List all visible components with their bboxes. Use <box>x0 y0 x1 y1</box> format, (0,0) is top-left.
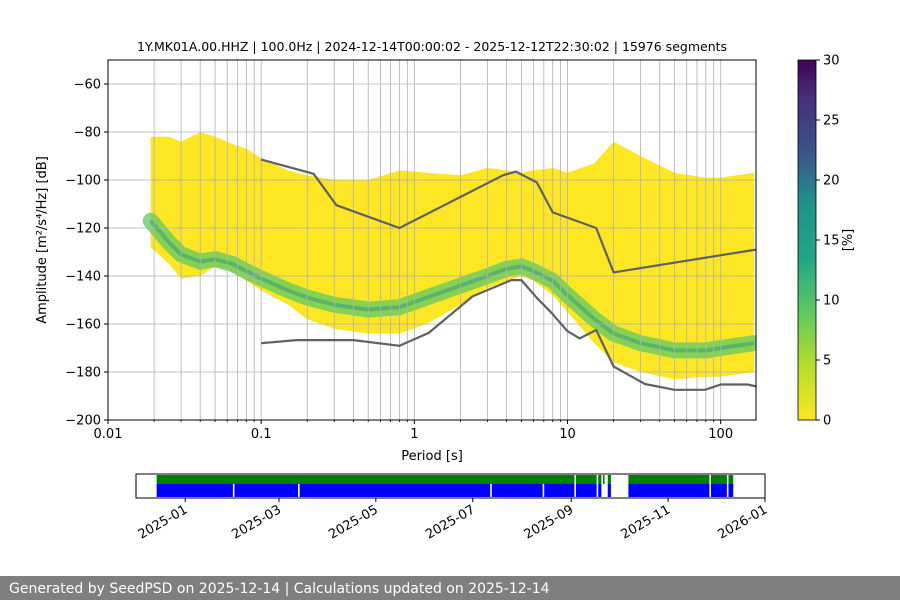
y-tick-label: −160 <box>65 318 101 333</box>
timeline-blue-segment <box>299 484 491 497</box>
timeline-blue-segment <box>234 484 299 497</box>
y-axis-label: Amplitude [m²/s⁴/Hz] [dB] <box>35 156 50 324</box>
low-noise-model-line <box>261 279 756 391</box>
colorbar-tick-label: 25 <box>823 114 840 129</box>
x-tick-label: 0.1 <box>251 427 272 442</box>
timeline-blue-segment <box>544 484 575 497</box>
timeline-tick-label: 2025-07 <box>423 502 478 542</box>
timeline-blue-segment <box>628 484 710 497</box>
psd-mode-band <box>142 212 756 359</box>
x-tick-label: 0.01 <box>94 427 123 442</box>
timeline-blue-track <box>156 484 734 497</box>
timeline-green-segment <box>156 475 575 484</box>
y-tick-label: −180 <box>65 366 101 381</box>
colorbar-label: [%] <box>841 229 856 252</box>
timeline-tick-label: 2025-09 <box>522 502 577 542</box>
psd-plot-area <box>108 60 756 420</box>
timeline-green-segment <box>598 475 602 484</box>
colorbar-ticks: 0 5 10 15 20 25 30 <box>816 54 840 429</box>
x-axis-label: Period [s] <box>401 449 463 464</box>
psd-mode-core <box>149 219 755 353</box>
psd-figure: 1Y.MK01A.00.HHZ | 100.0Hz | 2024-12-14T0… <box>35 39 856 543</box>
y-axis-ticks: −200 −180 −160 −140 −120 −100 −80 −60 <box>65 78 108 429</box>
timeline-blue-segment <box>575 484 597 497</box>
timeline-tick-label: 2026-01 <box>715 502 770 542</box>
timeline-green-segment <box>575 475 597 484</box>
x-tick-label: 1 <box>410 427 418 442</box>
timeline-blue-segment <box>607 484 611 497</box>
timeline-blue-segment <box>710 484 727 497</box>
x-axis-ticks: 0.01 0.1 1 10 100 <box>94 420 733 442</box>
timeline-date-ticks: 2025-01 2025-03 2025-05 2025-07 2025-09 2025-… <box>136 498 770 543</box>
timeline-green-track <box>156 475 734 484</box>
timeline-tick-label: 2025-11 <box>619 502 674 542</box>
colorbar-tick-label: 15 <box>823 234 840 249</box>
plot-frame <box>107 59 757 421</box>
timeline-blue-segment <box>598 484 602 497</box>
timeline-green-segment <box>602 475 605 484</box>
timeline-green-segment <box>710 475 727 484</box>
data-availability-timeline: 2025-01 2025-03 2025-05 2025-07 2025-09 2025-… <box>135 473 770 543</box>
y-tick-label: −100 <box>65 174 101 189</box>
footer-bar: Generated by SeedPSD on 2025-12-14 | Cal… <box>0 576 900 600</box>
timeline-green-segment <box>628 475 710 484</box>
timeline-blue-segment <box>491 484 543 497</box>
y-tick-label: −140 <box>65 270 101 285</box>
timeline-green-segment <box>728 475 734 484</box>
colorbar-tick-label: 30 <box>823 54 840 69</box>
footer-text: Generated by SeedPSD on 2025-12-14 | Cal… <box>9 581 550 597</box>
timeline-tick-label: 2025-03 <box>229 502 284 542</box>
timeline-blue-segment <box>728 484 734 497</box>
timeline-green-segment <box>607 475 611 484</box>
x-tick-label: 10 <box>559 427 576 442</box>
timeline-tick-label: 2025-05 <box>326 502 381 542</box>
colorbar-tick-label: 10 <box>823 294 840 309</box>
timeline-tick-label: 2025-01 <box>136 502 191 542</box>
chart-title: 1Y.MK01A.00.HHZ | 100.0Hz | 2024-12-14T0… <box>137 39 727 54</box>
colorbar <box>797 59 817 421</box>
colorbar-tick-label: 0 <box>823 414 831 429</box>
colorbar-tick-label: 20 <box>823 174 840 189</box>
y-tick-label: −80 <box>74 126 101 141</box>
colorbar-tick-label: 5 <box>823 354 831 369</box>
timeline-blue-segment <box>156 484 233 497</box>
y-tick-label: −60 <box>74 78 101 93</box>
noise-model-lines <box>260 158 756 391</box>
high-noise-model-line <box>260 158 756 274</box>
grid-lines <box>108 60 756 420</box>
y-tick-label: −200 <box>65 414 101 429</box>
y-tick-label: −120 <box>65 222 101 237</box>
x-tick-label: 100 <box>708 427 733 442</box>
